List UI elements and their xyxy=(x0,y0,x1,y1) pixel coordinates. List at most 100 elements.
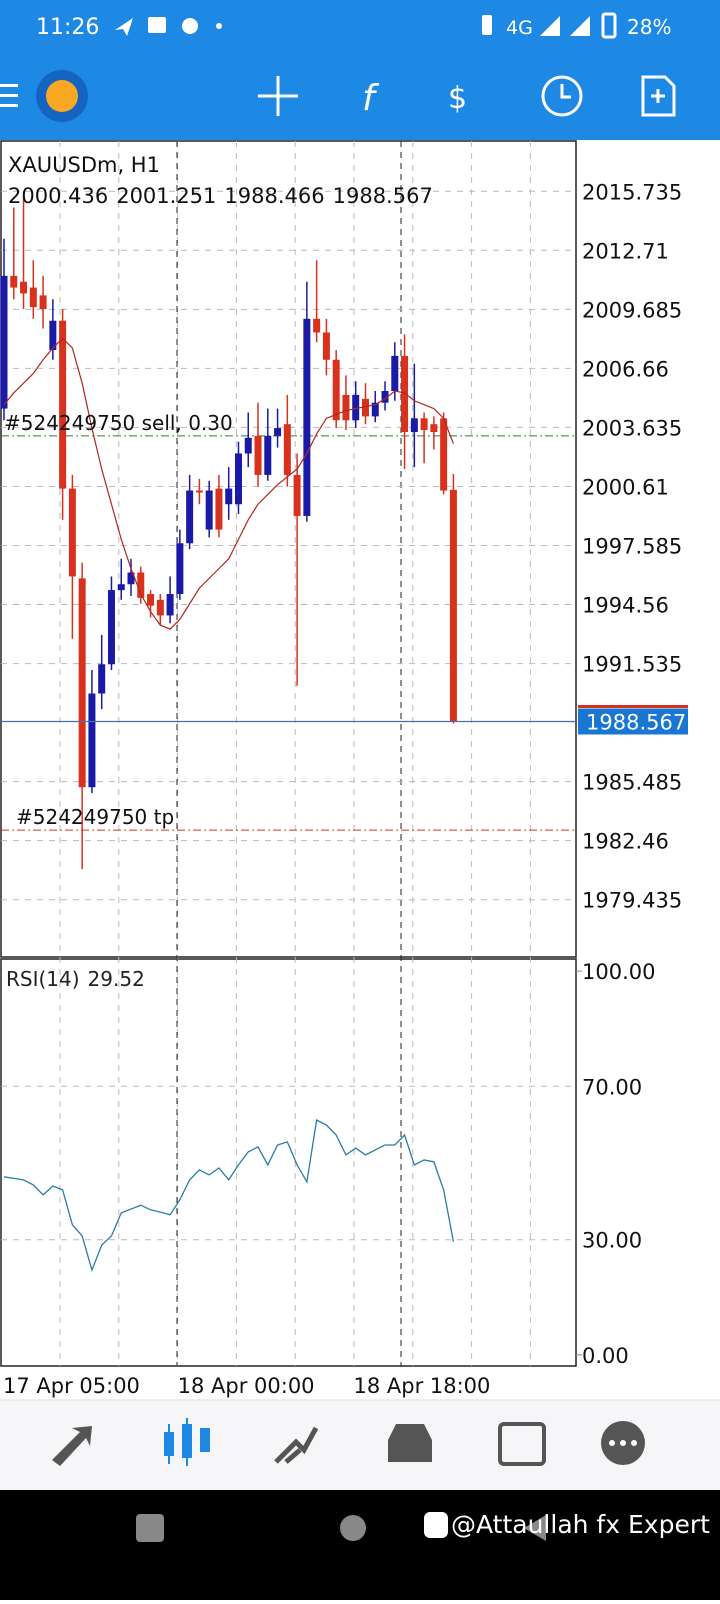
candle-body xyxy=(430,424,438,432)
candle-body xyxy=(88,693,96,788)
new-order-button[interactable] xyxy=(641,75,676,117)
signal-icon xyxy=(570,16,590,36)
candle-body xyxy=(274,428,282,436)
rsi-value: 29.52 xyxy=(88,967,145,991)
x-tick-label: 18 Apr 18:00 xyxy=(353,1374,490,1398)
quotes-tab[interactable] xyxy=(52,1426,92,1466)
candle-body xyxy=(39,295,47,310)
ohlc-close: 1988.567 xyxy=(333,184,433,208)
rsi-title: RSI(14) xyxy=(6,967,80,991)
candle-body xyxy=(303,318,311,516)
candle-body xyxy=(264,435,272,475)
y-tick-label: 70.00 xyxy=(582,1075,642,1099)
settings-icon xyxy=(182,18,198,34)
chart-tab[interactable] xyxy=(164,1418,210,1466)
moving-average xyxy=(3,337,454,630)
candle-body xyxy=(176,543,184,594)
candle-body xyxy=(352,394,360,421)
y-tick-label: 2012.71 xyxy=(582,239,669,263)
ohlc-open: 2000.436 xyxy=(8,184,108,208)
candle-body xyxy=(147,593,155,606)
candle-body xyxy=(78,578,86,788)
back-button[interactable] xyxy=(524,1515,546,1541)
candle-body xyxy=(68,488,76,577)
candle-body xyxy=(332,359,340,421)
home-button[interactable] xyxy=(340,1515,366,1541)
y-tick-label: 2009.685 xyxy=(582,298,682,322)
candle-body xyxy=(381,391,389,403)
symbol-button[interactable]: $ xyxy=(448,81,467,116)
rsi-label: RSI(14) 29.52 xyxy=(6,967,145,991)
ohlc-low: 1988.466 xyxy=(224,184,324,208)
y-tick-label: 1994.56 xyxy=(582,594,669,618)
candle-body xyxy=(98,664,106,694)
candle-body xyxy=(205,490,213,530)
y-tick-label: 100.00 xyxy=(582,960,655,984)
crosshair-button[interactable] xyxy=(258,76,298,116)
rsi-line xyxy=(3,1119,455,1273)
battery-icon xyxy=(601,12,617,39)
candle-body xyxy=(127,572,135,585)
message-icon xyxy=(148,17,166,33)
candle-body xyxy=(244,437,252,454)
y-tick-label: 1985.485 xyxy=(582,771,682,795)
y-tick-label: 2000.61 xyxy=(582,475,669,499)
candle-body xyxy=(234,453,242,505)
candle-body xyxy=(420,418,428,431)
candle-body xyxy=(20,281,28,294)
y-tick-label: 2003.635 xyxy=(582,416,682,440)
candle-body xyxy=(49,320,57,351)
news-tab[interactable] xyxy=(498,1422,546,1466)
menu-button[interactable] xyxy=(0,84,18,107)
trade-tab[interactable] xyxy=(274,1426,319,1464)
candle-body xyxy=(313,318,321,333)
ohlc-high: 2001.251 xyxy=(116,184,216,208)
current-price: 1988.567 xyxy=(586,710,686,734)
status-time: 11:26 xyxy=(36,15,99,40)
vertical-grid xyxy=(59,141,531,1366)
candle-body xyxy=(215,488,223,530)
candle-body xyxy=(117,584,125,591)
x-tick-label: 18 Apr 00:00 xyxy=(178,1374,315,1398)
x-tick-label: 17 Apr 05:00 xyxy=(3,1374,140,1398)
system-nav xyxy=(0,1490,720,1600)
candle-body xyxy=(59,320,67,489)
candle-body xyxy=(342,394,350,421)
y-tick-label: 2015.735 xyxy=(582,180,682,204)
bottom-nav xyxy=(0,1400,720,1490)
messages-tab[interactable] xyxy=(601,1421,645,1465)
candle-body xyxy=(254,435,262,475)
candle-body xyxy=(10,275,18,288)
y-tick-label: 2006.66 xyxy=(582,357,669,381)
signal-icon xyxy=(540,16,560,36)
candle-body xyxy=(137,572,145,598)
history-tab[interactable] xyxy=(388,1424,432,1462)
recents-button[interactable] xyxy=(136,1514,164,1542)
facebook-icon xyxy=(424,1512,448,1538)
candle-body xyxy=(107,590,115,665)
y-tick-label: 30.00 xyxy=(582,1229,642,1253)
candle-body xyxy=(361,398,369,417)
candle-body xyxy=(156,599,164,616)
top-bar xyxy=(0,0,720,140)
telegram-icon xyxy=(115,18,133,36)
order-label: #524249750 tp xyxy=(16,805,174,829)
candle-body xyxy=(225,488,233,505)
y-tick-label: 1979.435 xyxy=(582,889,682,913)
y-tick-label: 1982.46 xyxy=(582,830,669,854)
watermark: @Attaullah fx Expert xyxy=(451,1510,710,1539)
timeframe-button[interactable] xyxy=(541,75,583,117)
network-type: 4G xyxy=(506,17,533,39)
symbol-title: XAUUSDm, H1 xyxy=(8,153,160,177)
candle-body xyxy=(283,424,291,475)
y-tick-label: 1991.535 xyxy=(582,653,682,677)
candle-body xyxy=(371,402,379,417)
rsi-chart-frame xyxy=(0,958,577,1367)
y-tick-label: 1997.585 xyxy=(582,534,682,558)
candle-body xyxy=(166,593,174,616)
dot xyxy=(216,23,222,29)
price-chart-frame xyxy=(0,140,577,958)
candle-body xyxy=(322,332,330,360)
price-tag xyxy=(578,708,688,735)
